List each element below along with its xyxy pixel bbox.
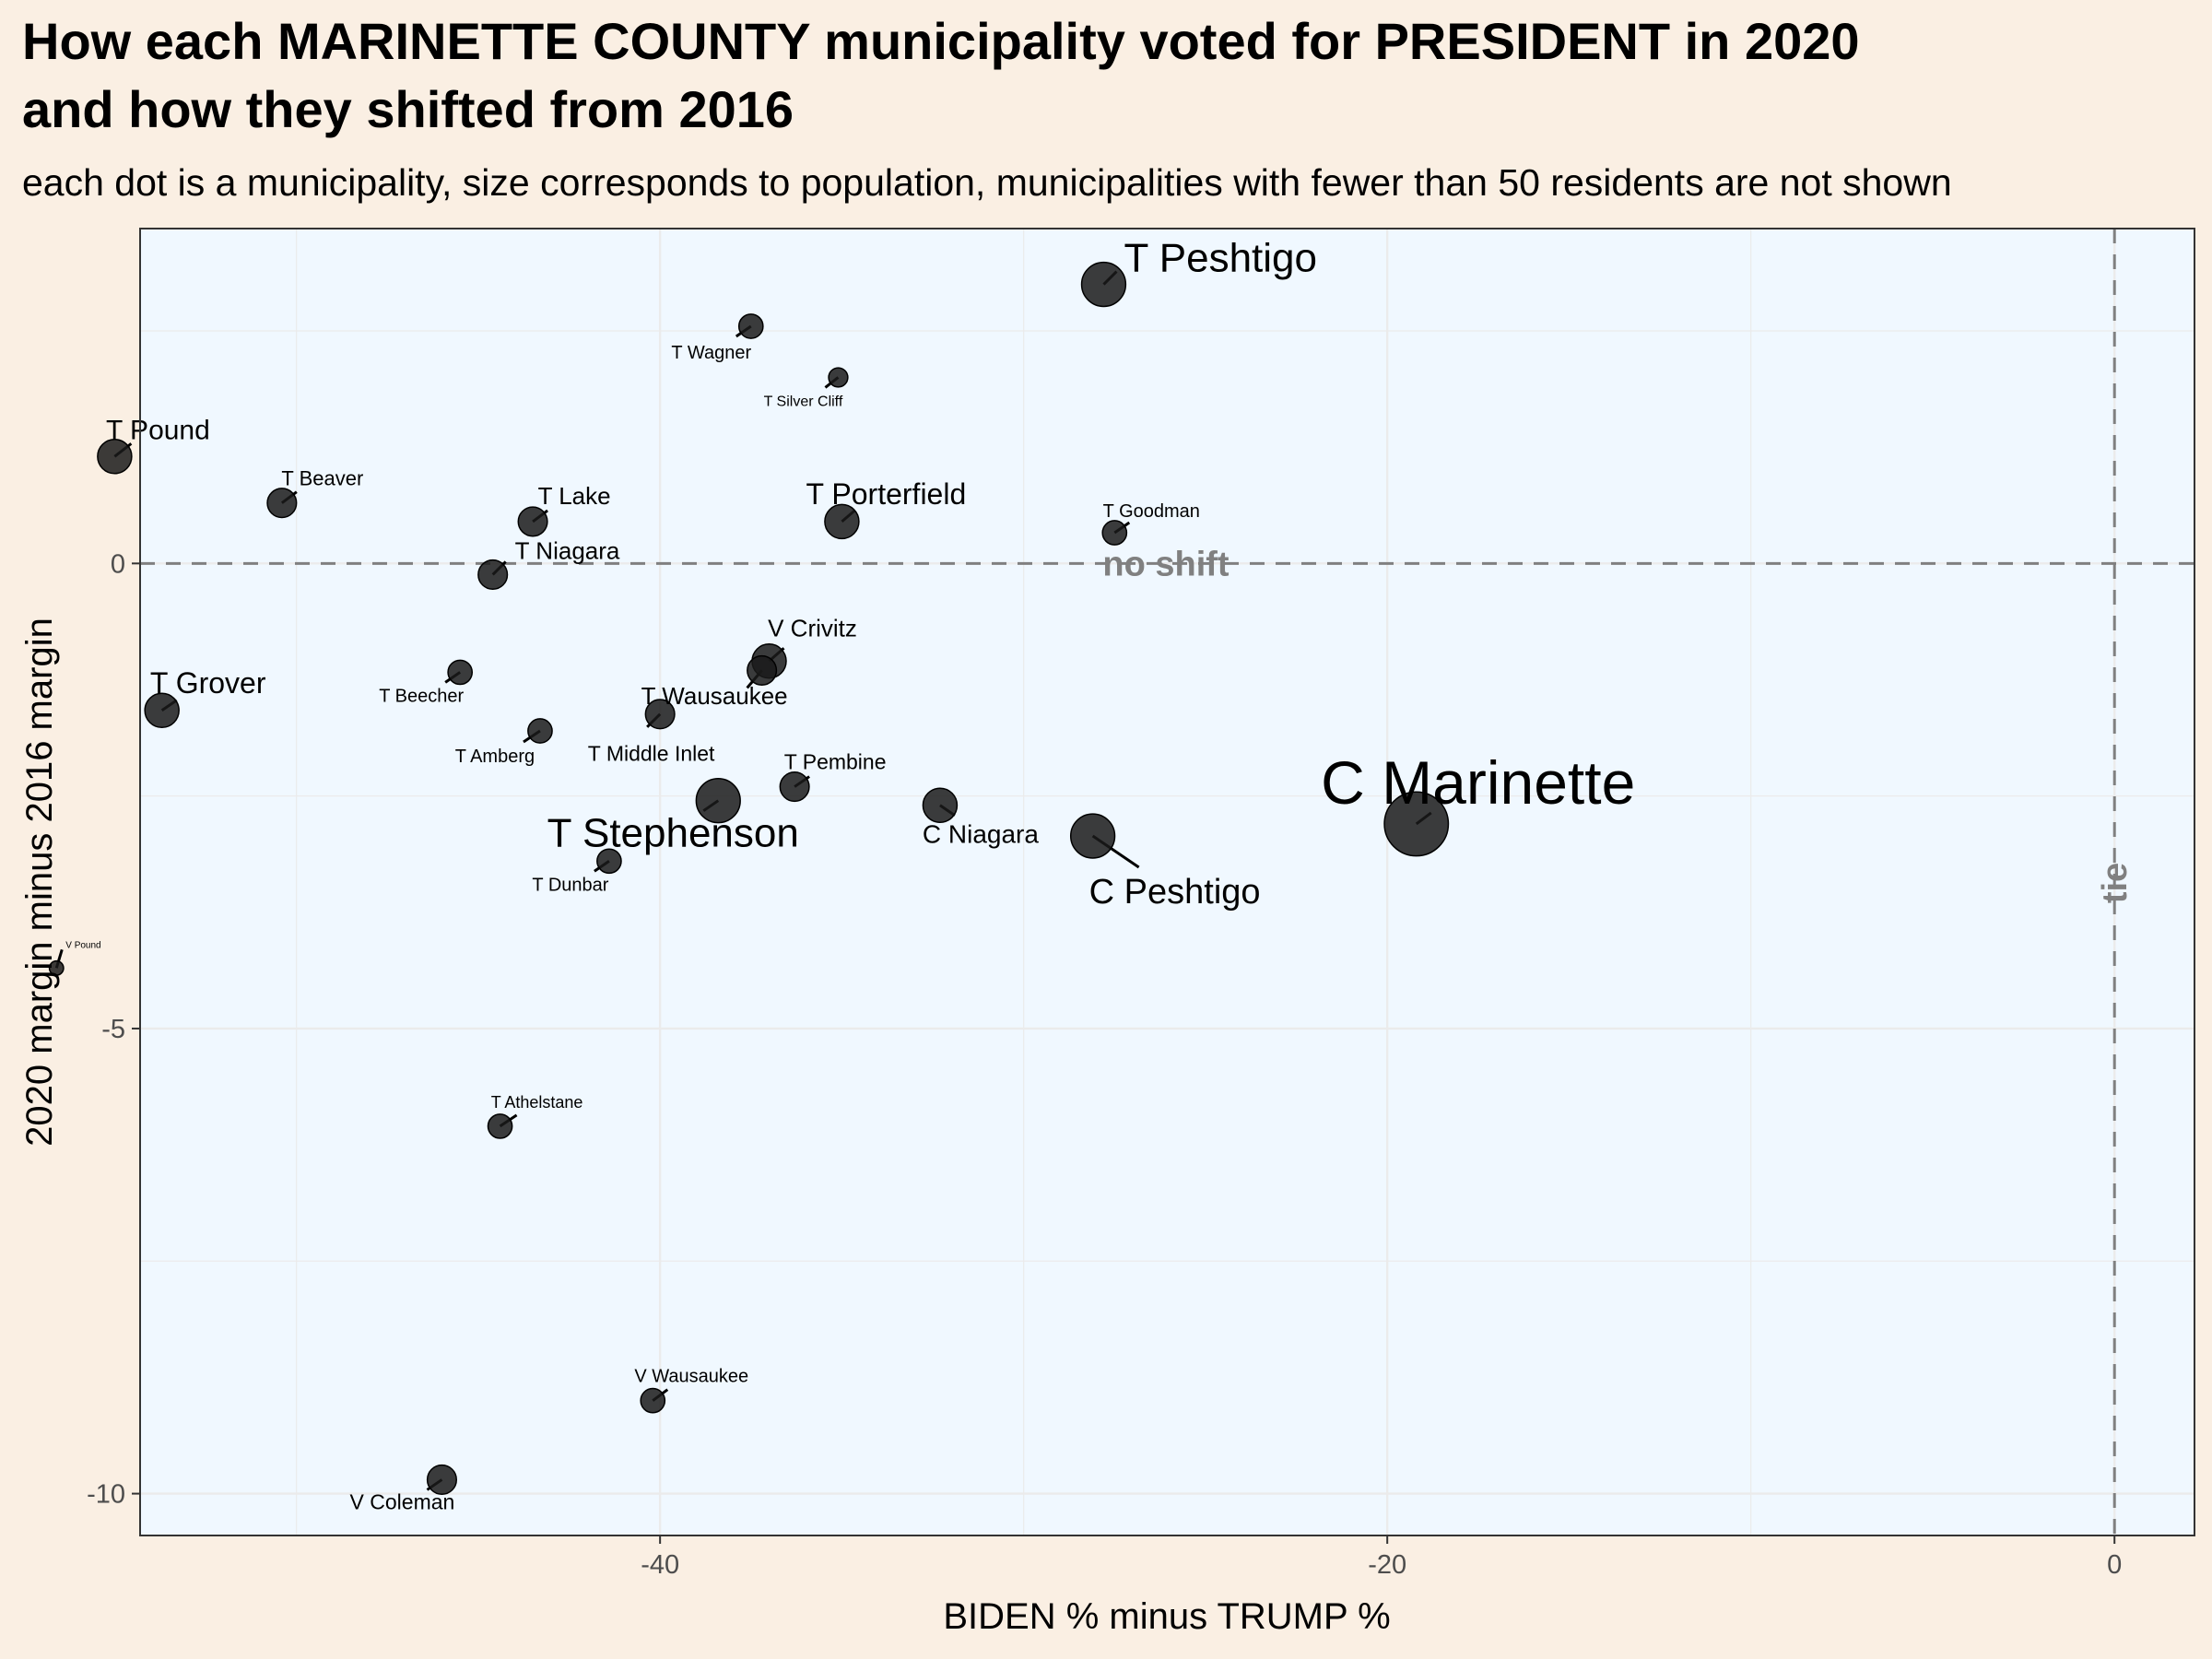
point-t-goodman xyxy=(1101,520,1128,546)
x-tick-label: 0 xyxy=(2107,1550,2122,1580)
label-t-wagner: T Wagner xyxy=(671,343,751,363)
point-v-pound xyxy=(48,959,65,976)
label-c-niagara: C Niagara xyxy=(923,820,1039,849)
y-tick-label: -5 xyxy=(101,1015,125,1044)
y-tick-label: 0 xyxy=(111,549,125,579)
label-t-silver-cliff: T Silver Cliff xyxy=(764,394,843,409)
x-tick-label: -20 xyxy=(1368,1550,1406,1580)
label-v-coleman: V Coleman xyxy=(350,1489,455,1513)
y-tick-label: -10 xyxy=(87,1480,125,1510)
label-t-amberg: T Amberg xyxy=(455,747,535,767)
label-t-goodman: T Goodman xyxy=(1103,501,1200,522)
point-t-pembine xyxy=(779,771,810,803)
plot-panel-border xyxy=(139,228,2195,1536)
point-t-beecher xyxy=(447,659,474,686)
x-tick-label: -40 xyxy=(641,1550,679,1580)
point-t-wagner xyxy=(737,313,764,339)
point-v-wausaukee xyxy=(640,1387,666,1414)
label-c-peshtigo: C Peshtigo xyxy=(1089,873,1261,912)
tie-label: tie xyxy=(2096,863,2135,903)
label-v-wausaukee: V Wausaukee xyxy=(634,1367,748,1387)
point-c-peshtigo xyxy=(1069,813,1116,859)
point-t-middle-inlet xyxy=(747,654,778,686)
label-t-beecher: T Beecher xyxy=(379,686,464,706)
label-v-pound: V Pound xyxy=(65,940,100,950)
point-t-amberg xyxy=(527,718,553,744)
point-t-silver-cliff xyxy=(828,367,849,388)
point-t-pound xyxy=(97,439,133,475)
label-c-marinette: C Marinette xyxy=(1321,748,1635,817)
label-t-lake: T Lake xyxy=(538,482,611,510)
point-t-niagara xyxy=(477,559,509,590)
point-labels: C Marinette T Peshtigo T Stephenson C Pesht… xyxy=(65,236,1635,1514)
point-t-dunbar xyxy=(596,848,622,875)
no-shift-label: no shift xyxy=(1102,545,1230,583)
point-t-athelstane xyxy=(487,1113,513,1139)
plot-panel xyxy=(140,229,2194,1535)
chart-subtitle: each dot is a municipality, size corresp… xyxy=(22,161,1952,204)
axes: -40 -20 0 0 -5 -10 xyxy=(87,549,2122,1580)
label-t-niagara: T Niagara xyxy=(515,536,620,564)
point-t-grover xyxy=(144,692,180,729)
label-t-stephenson: T Stephenson xyxy=(547,811,799,856)
chart-title-line-1: How each MARINETTE COUNTY municipality v… xyxy=(22,12,1860,70)
point-t-beaver xyxy=(266,488,298,519)
point-t-wausaukee xyxy=(644,699,676,730)
label-t-beaver: T Beaver xyxy=(281,467,363,490)
x-axis-label: BIDEN % minus TRUMP % xyxy=(943,1596,1390,1637)
label-t-middle-inlet: T Middle Inlet xyxy=(588,741,715,765)
label-t-pound: T Pound xyxy=(106,415,210,445)
label-t-athelstane: T Athelstane xyxy=(491,1093,583,1112)
point-v-coleman xyxy=(426,1464,457,1495)
point-c-marinette xyxy=(1383,791,1450,857)
point-t-stephenson xyxy=(695,778,741,824)
point-c-niagara xyxy=(922,787,959,823)
point-t-peshtigo xyxy=(1080,261,1127,308)
label-t-dunbar: T Dunbar xyxy=(532,875,608,895)
label-t-grover: T Grover xyxy=(150,666,266,700)
point-t-lake xyxy=(517,506,548,537)
label-t-wausaukee: T Wausaukee xyxy=(641,682,788,710)
data-points xyxy=(48,261,1450,1495)
point-t-porterfield xyxy=(824,503,860,540)
label-v-crivitz: V Crivitz xyxy=(768,614,857,641)
chart-title-line-2: and how they shifted from 2016 xyxy=(22,80,794,138)
y-axis-label: 2020 margin minus 2016 margin xyxy=(19,618,60,1147)
label-t-peshtigo: T Peshtigo xyxy=(1124,236,1317,281)
label-t-pembine: T Pembine xyxy=(784,750,887,774)
label-t-porterfield: T Porterfield xyxy=(806,477,967,511)
